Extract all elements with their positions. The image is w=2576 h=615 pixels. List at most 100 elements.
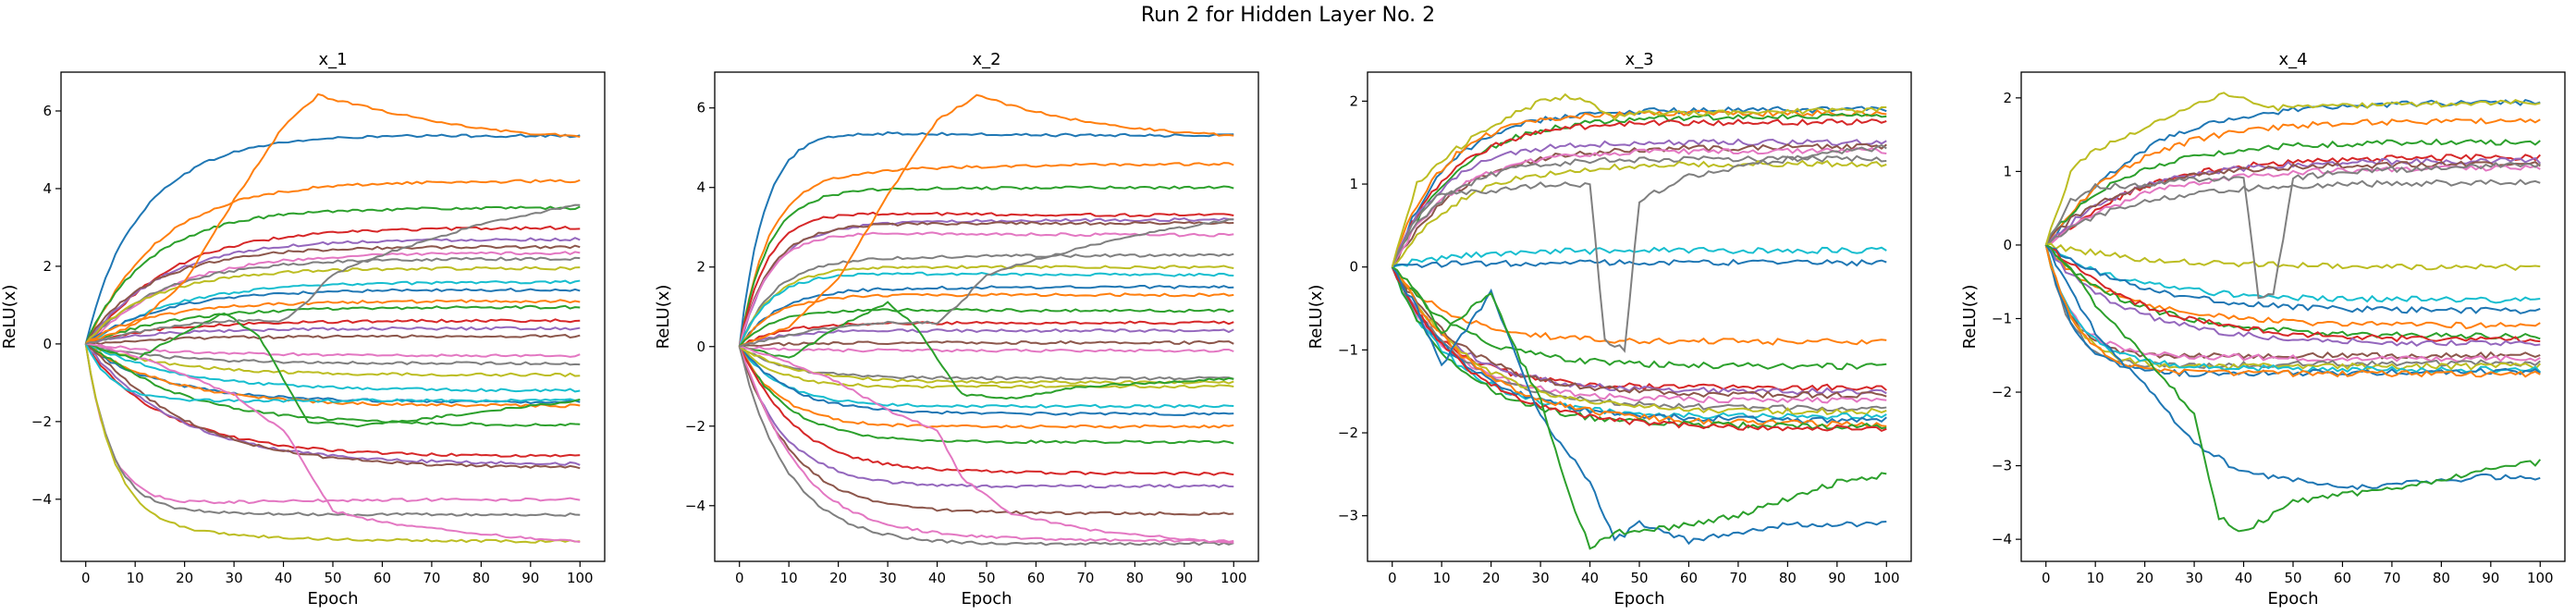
series-line <box>1391 266 1887 404</box>
series-line <box>739 339 1234 348</box>
x-tick-label: 20 <box>2136 570 2153 586</box>
x-tick-label: 40 <box>928 570 946 586</box>
x-tick-label: 60 <box>1680 570 1698 586</box>
x-tick-label: 10 <box>1433 570 1451 586</box>
x-axis-label: Epoch <box>307 589 358 609</box>
series-line <box>2044 244 2541 360</box>
series-line <box>739 93 1234 348</box>
series-line <box>2044 160 2541 246</box>
x-tick-label: 20 <box>176 570 193 586</box>
series-line <box>2044 92 2541 246</box>
y-tick-label: −3 <box>1338 508 1358 524</box>
series-line <box>2045 178 2541 246</box>
series-line <box>2044 244 2541 491</box>
x-axis-label: Epoch <box>2267 589 2318 609</box>
series-line <box>2044 244 2541 378</box>
series-line <box>85 343 581 470</box>
series-line <box>1392 246 1887 268</box>
series-line <box>739 218 1234 348</box>
subplot-x_4: 0 10 20 30 40 50 60 70 80 90 100 −4 −3 −2 −1 0 1 2 x_4 Epoc… <box>1960 50 2566 609</box>
y-tick-label: −2 <box>1338 424 1358 441</box>
subplot-title: x_1 <box>318 50 347 69</box>
series-line <box>738 346 1234 429</box>
series-line <box>738 346 1234 445</box>
series-line <box>738 221 1234 348</box>
series-line <box>738 217 1234 348</box>
y-axis-label: ReLU(x) <box>654 285 673 350</box>
x-tick-label: 40 <box>2235 570 2252 586</box>
series-line <box>84 237 581 345</box>
subplot-x_2: 0 10 20 30 40 50 60 70 80 90 100 −4 −2 0 2 4 6 x_2 Epoch Re… <box>654 50 1259 609</box>
x-tick-label: 30 <box>226 570 243 586</box>
series-line <box>85 342 581 544</box>
series-line <box>85 326 581 345</box>
subplot-title: x_3 <box>1625 50 1653 69</box>
series-line <box>2044 138 2541 246</box>
series-line <box>1391 108 1887 267</box>
y-axis-label: ReLU(x) <box>0 285 19 350</box>
y-tick-label: 4 <box>696 179 705 196</box>
figure-title: Run 2 for Hidden Layer No. 2 <box>1140 4 1436 27</box>
series-line <box>2045 244 2541 314</box>
x-tick-label: 10 <box>2087 570 2104 586</box>
x-tick-label: 70 <box>1729 570 1747 586</box>
series-line <box>738 252 1234 348</box>
series-line <box>738 346 1234 544</box>
series-line <box>85 342 581 366</box>
series-line <box>2044 117 2541 246</box>
series-line <box>85 343 581 377</box>
x-tick-label: 100 <box>1873 570 1900 586</box>
series-line <box>85 342 581 393</box>
series-line <box>1391 266 1887 371</box>
series-line <box>1391 117 1887 268</box>
series-line <box>2045 244 2541 347</box>
y-tick-label: −2 <box>1992 384 2012 400</box>
series-line <box>1391 266 1887 433</box>
series-line <box>2044 244 2542 371</box>
series-line <box>738 346 1234 417</box>
series-line <box>85 203 581 345</box>
series-lines <box>84 92 581 544</box>
series-line <box>738 231 1234 348</box>
series-line <box>1391 138 1887 268</box>
series-line <box>1391 105 1887 268</box>
series-line <box>85 343 581 427</box>
x-tick-label: 80 <box>1779 570 1797 586</box>
y-tick-label: 0 <box>43 336 52 352</box>
series-line <box>1391 143 1887 353</box>
series-line <box>2045 242 2541 271</box>
series-line <box>2045 244 2541 343</box>
y-tick-label: −4 <box>685 498 705 514</box>
series-line <box>1391 266 1887 400</box>
x-tick-label: 20 <box>829 570 847 586</box>
series-line <box>85 342 581 358</box>
series-line <box>85 312 581 428</box>
subplot-title: x_4 <box>2278 50 2307 69</box>
y-tick-label: 0 <box>1349 259 1358 276</box>
y-tick-label: 2 <box>696 259 705 276</box>
series-line <box>1391 154 1887 268</box>
series-line <box>85 299 581 345</box>
y-tick-label: 4 <box>43 180 52 197</box>
x-tick-label: 10 <box>127 570 144 586</box>
series-line <box>738 346 1234 476</box>
x-tick-label: 30 <box>879 570 897 586</box>
x-tick-label: 30 <box>1532 570 1550 586</box>
series-line <box>739 345 1234 353</box>
series-line <box>84 265 581 345</box>
x-axis-label: Epoch <box>961 589 1012 609</box>
x-tick-label: 90 <box>1828 570 1846 586</box>
series-line <box>738 346 1234 547</box>
series-line <box>1392 159 1887 268</box>
series-line <box>84 343 581 544</box>
y-tick-label: −1 <box>1338 341 1358 358</box>
y-tick-label: −1 <box>1992 310 2012 326</box>
series-line <box>1391 92 1887 267</box>
x-tick-label: 0 <box>2042 570 2051 586</box>
subplot-title: x_2 <box>972 50 1000 69</box>
x-tick-label: 50 <box>977 570 995 586</box>
x-tick-label: 50 <box>2284 570 2301 586</box>
y-tick-label: 1 <box>1349 176 1358 192</box>
series-line <box>84 205 581 345</box>
y-tick-label: 6 <box>43 103 52 119</box>
